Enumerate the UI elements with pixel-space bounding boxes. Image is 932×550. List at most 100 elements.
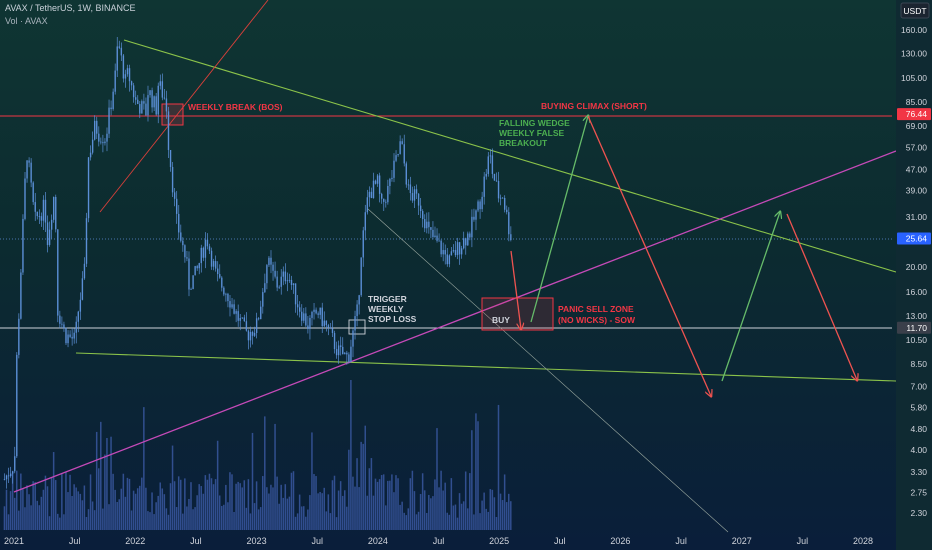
volume-bar [169,483,172,530]
volume-bar [132,490,135,530]
candle-body [247,330,250,341]
candle-body [208,246,211,251]
candle-body [450,251,453,256]
volume-bar [190,482,192,530]
candle-body [114,70,116,92]
candle-body [188,258,190,290]
candle-body [190,289,192,290]
candle-body [14,456,16,472]
volume-bar [428,494,430,530]
volume-bar [208,473,211,530]
volume-bar [167,514,170,530]
candle-body [268,257,270,266]
currency-button[interactable] [900,2,930,19]
candle-body [16,354,18,457]
candle-body [452,250,455,252]
candle-body [350,346,352,362]
volume-bar [358,487,360,530]
candle-body [126,68,129,75]
candle-body [260,306,262,320]
volume-bar [477,421,479,530]
candle-body [327,325,330,328]
volume-bar [364,425,366,530]
volume-bar [114,489,116,530]
volume-bar [161,488,164,530]
candle-body [495,180,498,182]
volume-bar [155,502,157,530]
time-axis[interactable]: 2021 Jul 2022 Jul 2023 Jul 2024 Jul 2025 Jul 2026 J… [4,536,873,546]
volume-bar [188,498,190,530]
volume-bar [473,514,475,530]
volume-bar [259,507,262,530]
volume-legend[interactable]: Vol · AVAX [5,16,48,26]
volume-bar [163,494,166,530]
y-tick-label: 47.00 [906,164,928,174]
volume-bar [200,486,202,530]
candle-body [85,218,88,264]
volume-bar [40,496,43,530]
volume-bar [268,493,270,530]
volume-bar [497,404,500,530]
volume-bar [214,479,217,530]
volume-bar [30,505,32,530]
candle-body [26,160,28,179]
volume-bar [469,473,471,530]
candle-body [79,299,82,312]
volume-bar [380,475,383,530]
candle-body [5,475,8,480]
annotation-label: (NO WICKS) - SOW [558,315,636,325]
volume-bar [460,503,463,530]
candle-body [159,81,161,86]
volume-bar [448,514,451,530]
volume-bar [202,493,205,530]
candle-body [477,201,479,211]
symbol-legend[interactable]: AVAX / TetherUS, 1W, BINANCE [5,3,136,13]
candle-body [274,270,276,277]
candle-body [301,311,303,321]
candle-body [405,163,407,185]
candle-body [93,120,96,140]
candle-body [130,81,133,86]
candle-body [245,321,248,331]
volume-bar [179,479,182,530]
x-tick-label: Jul [675,536,687,546]
candle-body [102,142,104,144]
volume-bar [503,474,506,530]
volume-bar [249,513,252,530]
volume-bar [419,494,422,530]
price-level-label: 11.70 [906,323,927,333]
candle-body [212,261,215,267]
candle-body [18,318,20,355]
candle-body [108,107,110,134]
volume-bar [83,485,86,530]
volume-bar [337,490,340,530]
volume-bar [290,472,293,530]
annotation-label: BREAKOUT [499,138,548,148]
candle-body [194,266,196,276]
candle-body [321,307,323,327]
volume-bar [446,512,448,530]
volume-bar [417,511,420,530]
volume-bar [141,477,143,530]
candle-body [329,327,332,329]
volume-bar [32,481,34,530]
volume-bar [274,423,276,530]
volume-bar [93,510,96,530]
volume-bar [116,501,118,530]
price-axis[interactable]: 160.00 130.00 105.00 85.00 69.00 57.00 47.00 39… [896,0,932,550]
price-level-box [897,232,931,245]
x-tick-label: 2021 [4,536,24,546]
candle-body [42,199,45,221]
volume-bar [56,513,59,530]
volume-bar [184,478,186,530]
candle-body [229,301,231,308]
candle-body [118,46,120,48]
volume-bar [145,487,147,530]
candle-body [69,334,71,337]
candle-body [426,221,428,229]
candle-body [155,96,157,115]
candle-body [344,352,346,355]
candle-body [333,333,336,350]
